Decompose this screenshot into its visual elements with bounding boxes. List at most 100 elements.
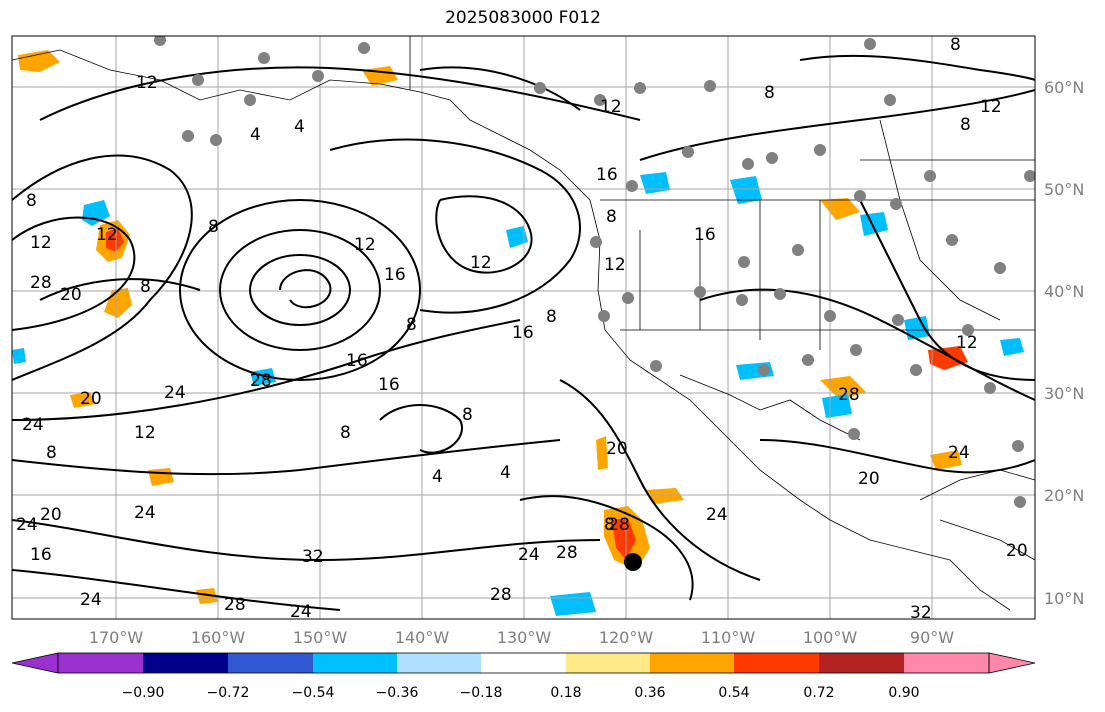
colorbar-tick-label: 0.90 <box>888 685 919 701</box>
contour-label: 8 <box>462 405 473 425</box>
contour-label: 12 <box>136 73 158 93</box>
colorbar: −0.90 −0.72 −0.54 −0.36 −0.18 0.18 0.36 … <box>11 652 1036 701</box>
contour-label: 4 <box>432 467 443 487</box>
contour-label: 28 <box>556 543 578 563</box>
colorbar-tick-label: 0.18 <box>550 685 581 701</box>
contour-label: 24 <box>164 383 186 403</box>
colorbar-bin <box>313 653 397 673</box>
contour-label: 28 <box>490 585 512 605</box>
contour-label: 8 <box>140 277 151 297</box>
colorbar-bin <box>734 653 819 673</box>
contour-label: 8 <box>546 307 557 327</box>
contour-label: 16 <box>596 165 618 185</box>
colorbar-tick-label: 0.72 <box>803 685 834 701</box>
colorbar-extend-low <box>11 652 59 674</box>
colorbar-tick-label: −0.36 <box>376 685 419 701</box>
contour-labels: 12 4 4 8 12 16 12 8 16 16 8 8 12 12 16 2… <box>16 35 1028 623</box>
lat-label-10n: 10°N <box>1044 589 1084 608</box>
contour-label: 4 <box>250 125 261 145</box>
contour-label: 4 <box>294 117 305 137</box>
colorbar-tick-label: 0.36 <box>634 685 665 701</box>
contour-label: 8 <box>406 315 417 335</box>
lon-label-110w: 110°W <box>701 628 756 647</box>
contour-label: 8 <box>208 217 219 237</box>
contour-label: 8 <box>46 443 57 463</box>
lat-label-20n: 20°N <box>1044 486 1084 505</box>
lon-label-120w: 120°W <box>599 628 654 647</box>
contour-label: 16 <box>384 265 406 285</box>
contour-label: 24 <box>134 503 156 523</box>
contour-label: 28 <box>30 273 52 293</box>
contour-label: 24 <box>706 505 728 525</box>
colorbar-extend-high <box>988 652 1036 674</box>
contour-label: 8 <box>604 515 615 535</box>
contour-label: 28 <box>608 515 630 535</box>
colorbar-tick-label: −0.54 <box>292 685 335 701</box>
contour-label: 8 <box>340 423 351 443</box>
contour-label: 24 <box>518 545 540 565</box>
contour-label: 28 <box>838 385 860 405</box>
contour-label: 16 <box>512 323 534 343</box>
lon-label-130w: 130°W <box>497 628 552 647</box>
lon-label-160w: 160°W <box>191 628 246 647</box>
map-area: 12 4 4 8 12 16 12 8 16 16 8 8 12 12 16 2… <box>12 35 1035 623</box>
lon-label-140w: 140°W <box>395 628 450 647</box>
lon-label-170w: 170°W <box>89 628 144 647</box>
contour-label: 12 <box>354 235 376 255</box>
colorbar-tick-label: −0.72 <box>207 685 250 701</box>
contour-label: 28 <box>224 595 246 615</box>
lon-label-90w: 90°W <box>910 628 954 647</box>
contour-label: 20 <box>1006 541 1028 561</box>
colorbar-bin <box>228 653 313 673</box>
map-frame <box>11 35 1036 620</box>
storm-center-marker <box>624 553 642 571</box>
colorbar-bin <box>819 653 904 673</box>
contour-label: 8 <box>606 207 617 227</box>
contour-label: 16 <box>30 545 52 565</box>
contour-label: 12 <box>470 253 492 273</box>
contour-label: 8 <box>950 35 961 55</box>
contour-label: 16 <box>694 225 716 245</box>
colorbar-bin <box>904 653 989 673</box>
contour-label: 20 <box>60 285 82 305</box>
contour-label: 32 <box>910 603 932 623</box>
contour-label: 4 <box>500 463 511 483</box>
colorbar-bin <box>650 653 734 673</box>
lat-label-40n: 40°N <box>1044 282 1084 301</box>
colorbar-bin <box>143 653 228 673</box>
contour-label: 28 <box>250 371 272 391</box>
lon-label-100w: 100°W <box>803 628 858 647</box>
contour-label: 20 <box>80 389 102 409</box>
contour-label: 16 <box>378 375 400 395</box>
latitude-labels: 60°N 50°N 40°N 30°N 20°N 10°N <box>1044 78 1084 608</box>
lat-label-60n: 60°N <box>1044 78 1084 97</box>
contour-label: 24 <box>80 590 102 610</box>
contour-label: 32 <box>302 547 324 567</box>
lat-label-50n: 50°N <box>1044 180 1084 199</box>
lon-label-150w: 150°W <box>293 628 348 647</box>
longitude-labels: 170°W 160°W 150°W 140°W 130°W 120°W 110°… <box>89 628 954 647</box>
colorbar-tick-label: 0.54 <box>718 685 749 701</box>
contour-lines <box>12 54 1035 611</box>
contour-label: 24 <box>948 443 970 463</box>
contour-label: 20 <box>858 469 880 489</box>
contour-label: 8 <box>764 83 775 103</box>
colorbar-bin <box>397 653 481 673</box>
contour-label: 12 <box>604 255 626 275</box>
contour-label: 20 <box>606 439 628 459</box>
colorbar-tick-label: −0.18 <box>460 685 503 701</box>
contour-label: 12 <box>96 225 118 245</box>
colorbar-bin <box>481 653 566 673</box>
contour-label: 24 <box>16 515 38 535</box>
lat-label-30n: 30°N <box>1044 384 1084 403</box>
contour-label: 24 <box>22 415 44 435</box>
contour-label: 12 <box>134 423 156 443</box>
contour-label: 24 <box>290 602 312 622</box>
contour-label: 12 <box>30 233 52 253</box>
coastlines <box>12 36 1035 611</box>
contour-label: 20 <box>40 505 62 525</box>
colorbar-frame <box>57 652 990 674</box>
contour-label: 12 <box>956 333 978 353</box>
colorbar-tick-label: −0.90 <box>122 685 165 701</box>
